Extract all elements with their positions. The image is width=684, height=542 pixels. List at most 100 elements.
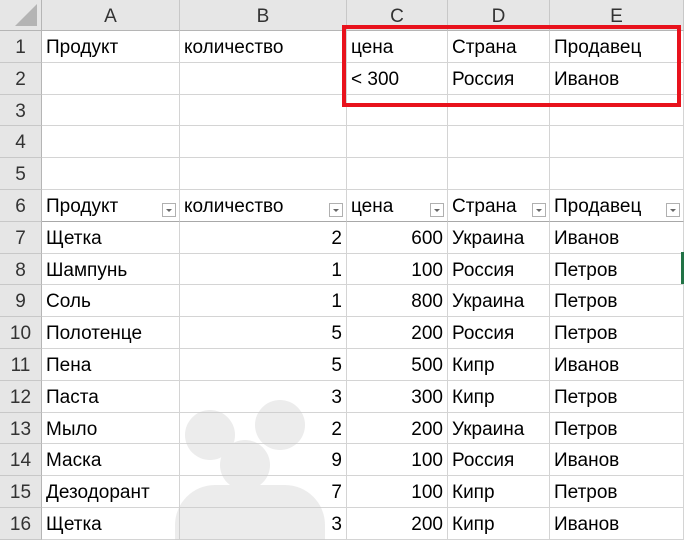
table-cell[interactable]: Кипр: [448, 476, 550, 508]
table-cell[interactable]: Украина: [448, 285, 550, 318]
cell[interactable]: [550, 126, 684, 159]
column-header-e[interactable]: E: [550, 0, 684, 31]
cell[interactable]: [347, 158, 448, 190]
row-header-11[interactable]: 11: [0, 349, 42, 381]
filter-dropdown-icon[interactable]: [162, 202, 176, 217]
table-cell[interactable]: 1: [180, 253, 347, 286]
table-cell[interactable]: Иванов: [550, 444, 684, 477]
criteria-value-cell[interactable]: [42, 62, 180, 95]
row-header-6[interactable]: 6: [0, 190, 42, 222]
table-cell[interactable]: 3: [180, 508, 347, 540]
criteria-header-cell[interactable]: Продавец: [550, 31, 684, 63]
cell[interactable]: [347, 94, 448, 127]
row-header-3[interactable]: 3: [0, 94, 42, 127]
table-header-cell[interactable]: Продавец: [550, 190, 684, 222]
table-cell[interactable]: Кипр: [448, 349, 550, 381]
cell[interactable]: [347, 126, 448, 159]
row-header-7[interactable]: 7: [0, 221, 42, 254]
cell[interactable]: [180, 94, 347, 127]
cell[interactable]: [550, 94, 684, 127]
table-cell[interactable]: Кипр: [448, 508, 550, 540]
select-all-button[interactable]: [0, 0, 42, 31]
table-cell[interactable]: 100: [347, 253, 448, 286]
cell[interactable]: [42, 126, 180, 159]
table-cell[interactable]: Петров: [550, 285, 684, 318]
column-header-d[interactable]: D: [448, 0, 550, 31]
row-header-15[interactable]: 15: [0, 476, 42, 508]
table-cell[interactable]: Петров: [550, 317, 684, 349]
table-cell[interactable]: Петров: [550, 380, 684, 413]
table-cell[interactable]: Украина: [448, 412, 550, 445]
table-cell[interactable]: 300: [347, 380, 448, 413]
table-header-cell[interactable]: Продукт: [42, 190, 180, 222]
table-cell[interactable]: Кипр: [448, 380, 550, 413]
cell[interactable]: [42, 94, 180, 127]
criteria-value-cell[interactable]: Иванов: [550, 62, 684, 95]
criteria-header-cell[interactable]: Продукт: [42, 31, 180, 63]
table-cell[interactable]: Украина: [448, 221, 550, 254]
cell[interactable]: [448, 94, 550, 127]
table-cell[interactable]: 5: [180, 317, 347, 349]
table-cell[interactable]: Иванов: [550, 349, 684, 381]
table-cell[interactable]: 800: [347, 285, 448, 318]
table-cell[interactable]: 200: [347, 508, 448, 540]
table-cell[interactable]: 2: [180, 412, 347, 445]
table-cell[interactable]: Шампунь: [42, 253, 180, 286]
table-cell[interactable]: Петров: [550, 412, 684, 445]
cell[interactable]: [180, 126, 347, 159]
row-header-2[interactable]: 2: [0, 62, 42, 95]
table-cell[interactable]: Соль: [42, 285, 180, 318]
row-header-13[interactable]: 13: [0, 412, 42, 445]
table-cell[interactable]: Паста: [42, 380, 180, 413]
table-cell[interactable]: 7: [180, 476, 347, 508]
table-cell[interactable]: Иванов: [550, 221, 684, 254]
criteria-header-cell[interactable]: цена: [347, 31, 448, 63]
table-cell[interactable]: Мыло: [42, 412, 180, 445]
row-header-12[interactable]: 12: [0, 380, 42, 413]
table-cell[interactable]: 100: [347, 476, 448, 508]
column-header-a[interactable]: A: [42, 0, 180, 31]
row-header-5[interactable]: 5: [0, 158, 42, 190]
table-cell[interactable]: Россия: [448, 317, 550, 349]
table-cell[interactable]: Щетка: [42, 508, 180, 540]
table-cell[interactable]: Полотенце: [42, 317, 180, 349]
table-cell[interactable]: 200: [347, 412, 448, 445]
table-cell[interactable]: Дезодорант: [42, 476, 180, 508]
table-cell[interactable]: 3: [180, 380, 347, 413]
table-cell[interactable]: Россия: [448, 444, 550, 477]
row-header-8[interactable]: 8: [0, 253, 42, 286]
cell[interactable]: [448, 126, 550, 159]
column-header-b[interactable]: B: [180, 0, 347, 31]
row-header-14[interactable]: 14: [0, 444, 42, 477]
table-cell[interactable]: Щетка: [42, 221, 180, 254]
column-header-c[interactable]: C: [347, 0, 448, 31]
row-header-1[interactable]: 1: [0, 31, 42, 63]
criteria-header-cell[interactable]: Страна: [448, 31, 550, 63]
table-header-cell[interactable]: количество: [180, 190, 347, 222]
criteria-header-cell[interactable]: количество: [180, 31, 347, 63]
table-cell[interactable]: 100: [347, 444, 448, 477]
table-cell[interactable]: Россия: [448, 253, 550, 286]
table-cell[interactable]: 9: [180, 444, 347, 477]
row-header-9[interactable]: 9: [0, 285, 42, 318]
cell[interactable]: [550, 158, 684, 190]
row-header-16[interactable]: 16: [0, 508, 42, 540]
table-cell[interactable]: Пена: [42, 349, 180, 381]
table-cell[interactable]: Маска: [42, 444, 180, 477]
table-cell[interactable]: Петров: [550, 253, 684, 286]
criteria-value-cell[interactable]: [180, 62, 347, 95]
table-cell[interactable]: 200: [347, 317, 448, 349]
filter-dropdown-icon[interactable]: [532, 202, 546, 217]
row-header-4[interactable]: 4: [0, 126, 42, 159]
table-cell[interactable]: Иванов: [550, 508, 684, 540]
filter-dropdown-icon[interactable]: [430, 202, 444, 217]
table-cell[interactable]: 600: [347, 221, 448, 254]
table-cell[interactable]: Петров: [550, 476, 684, 508]
filter-dropdown-icon[interactable]: [329, 202, 343, 217]
row-header-10[interactable]: 10: [0, 317, 42, 349]
table-cell[interactable]: 5: [180, 349, 347, 381]
cell[interactable]: [180, 158, 347, 190]
cell[interactable]: [448, 158, 550, 190]
filter-dropdown-icon[interactable]: [666, 202, 680, 217]
